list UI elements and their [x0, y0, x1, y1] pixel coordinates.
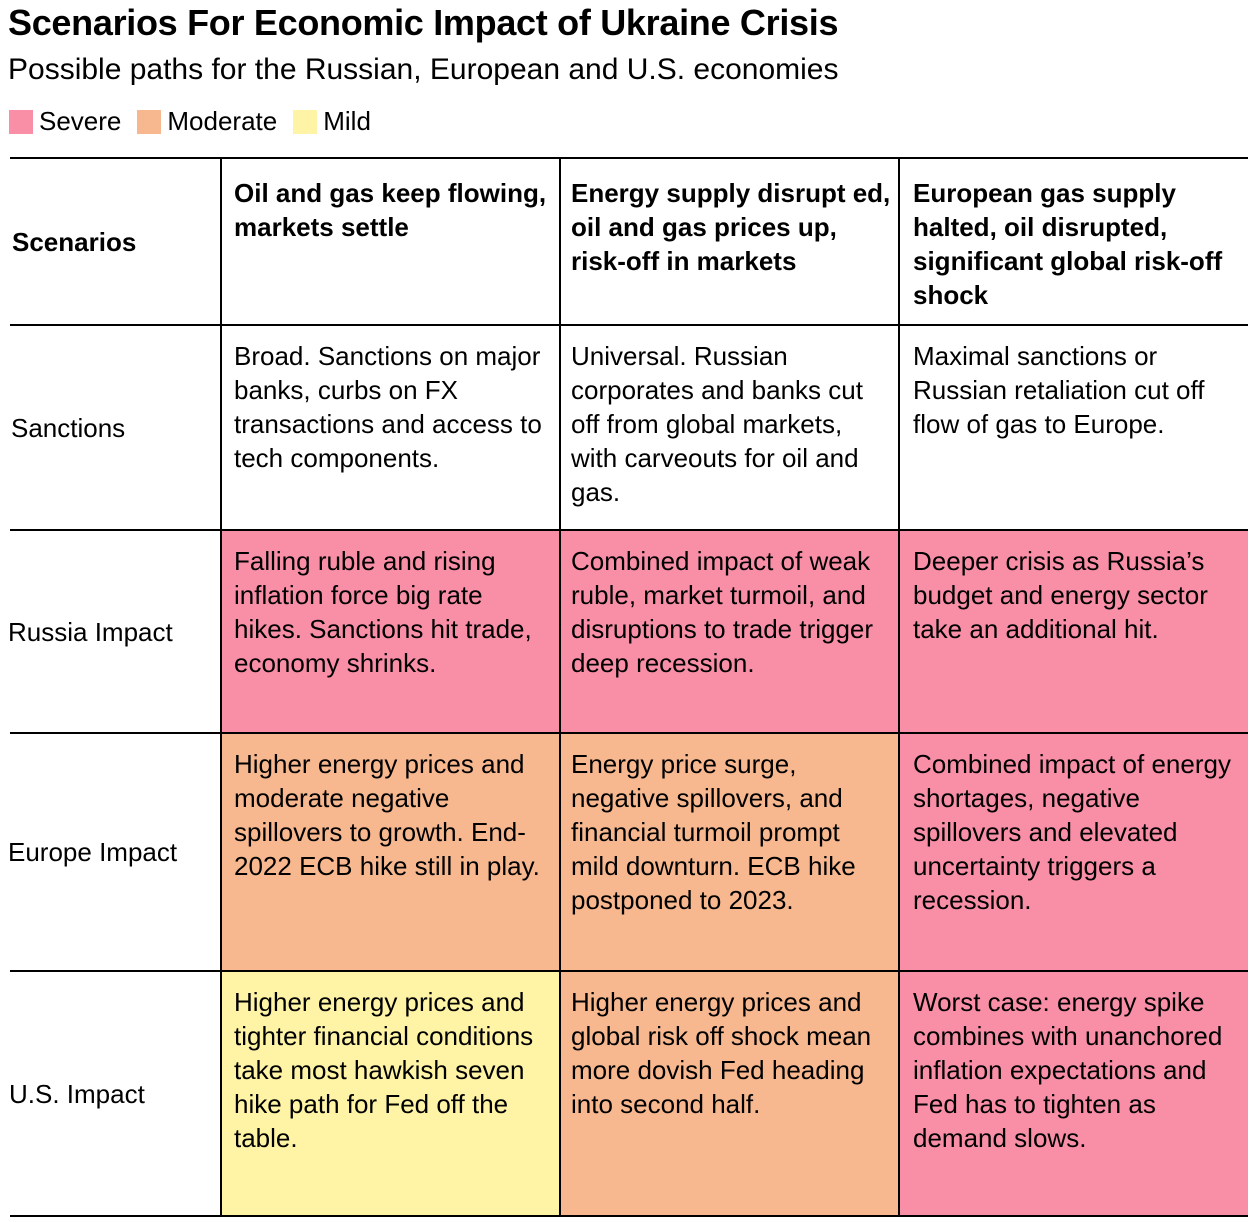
chart-subtitle: Possible paths for the Russian, European… — [8, 53, 839, 86]
column-header-1: Oil and gas keep flowing, markets settle — [234, 178, 547, 242]
table-divider — [10, 732, 1248, 734]
legend-label-moderate: Moderate — [167, 106, 278, 136]
table-divider — [220, 158, 222, 1216]
table-divider — [10, 529, 1248, 531]
legend-item-mild: Mild — [293, 106, 371, 137]
table-divider — [10, 157, 1248, 159]
legend-label-mild: Mild — [323, 106, 371, 136]
table-cell: Higher energy prices and moderate negati… — [221, 733, 560, 971]
row-label-us-impact: U.S. Impact — [9, 1078, 145, 1109]
legend-swatch-mild — [293, 109, 318, 134]
table-divider — [10, 970, 1248, 972]
legend-label-severe: Severe — [39, 106, 122, 136]
table-cell: Broad. Sanctions on major banks, curbs o… — [221, 325, 560, 530]
table-cell: Higher energy prices and global risk off… — [560, 971, 899, 1216]
table-cell: Universal. Russian corporates and banks … — [560, 325, 899, 530]
table-cell: Deeper crisis as Russia’s budget and ene… — [899, 530, 1248, 733]
legend-swatch-severe — [9, 109, 33, 134]
column-header-3: European gas supply halted, oil disrupte… — [913, 178, 1223, 310]
row-label-sanctions: Sanctions — [11, 412, 126, 443]
legend-item-severe: Severe — [9, 106, 121, 137]
header-scenarios-label: Scenarios — [12, 226, 137, 257]
table-cell: Higher energy prices and tighter financi… — [221, 971, 560, 1216]
table-divider — [559, 158, 561, 1216]
table-cell: Worst case: energy spike combines with u… — [899, 971, 1248, 1216]
legend: Severe Moderate Mild — [9, 106, 387, 137]
legend-item-moderate: Moderate — [137, 106, 277, 137]
chart-title: Scenarios For Economic Impact of Ukraine… — [8, 2, 839, 43]
table-divider — [10, 1215, 1248, 1217]
legend-swatch-moderate — [137, 109, 162, 134]
row-label-europe-impact: Europe Impact — [8, 837, 178, 867]
table-cell: Combined impact of weak ruble, market tu… — [560, 530, 899, 733]
column-header-2: Energy supply disrupt ed, oil and gas pr… — [571, 178, 891, 276]
row-label-russia-impact: Russia Impact — [8, 616, 173, 647]
table-cell: Energy price surge, negative spillovers,… — [560, 733, 899, 971]
table-cell: Combined impact of energy shortages, neg… — [899, 733, 1248, 971]
table-cell: Maximal sanctions or Russian retaliation… — [899, 325, 1248, 530]
table-divider — [10, 324, 1248, 326]
table-divider — [898, 158, 900, 1216]
table-cell: Falling ruble and rising inflation force… — [221, 530, 560, 733]
